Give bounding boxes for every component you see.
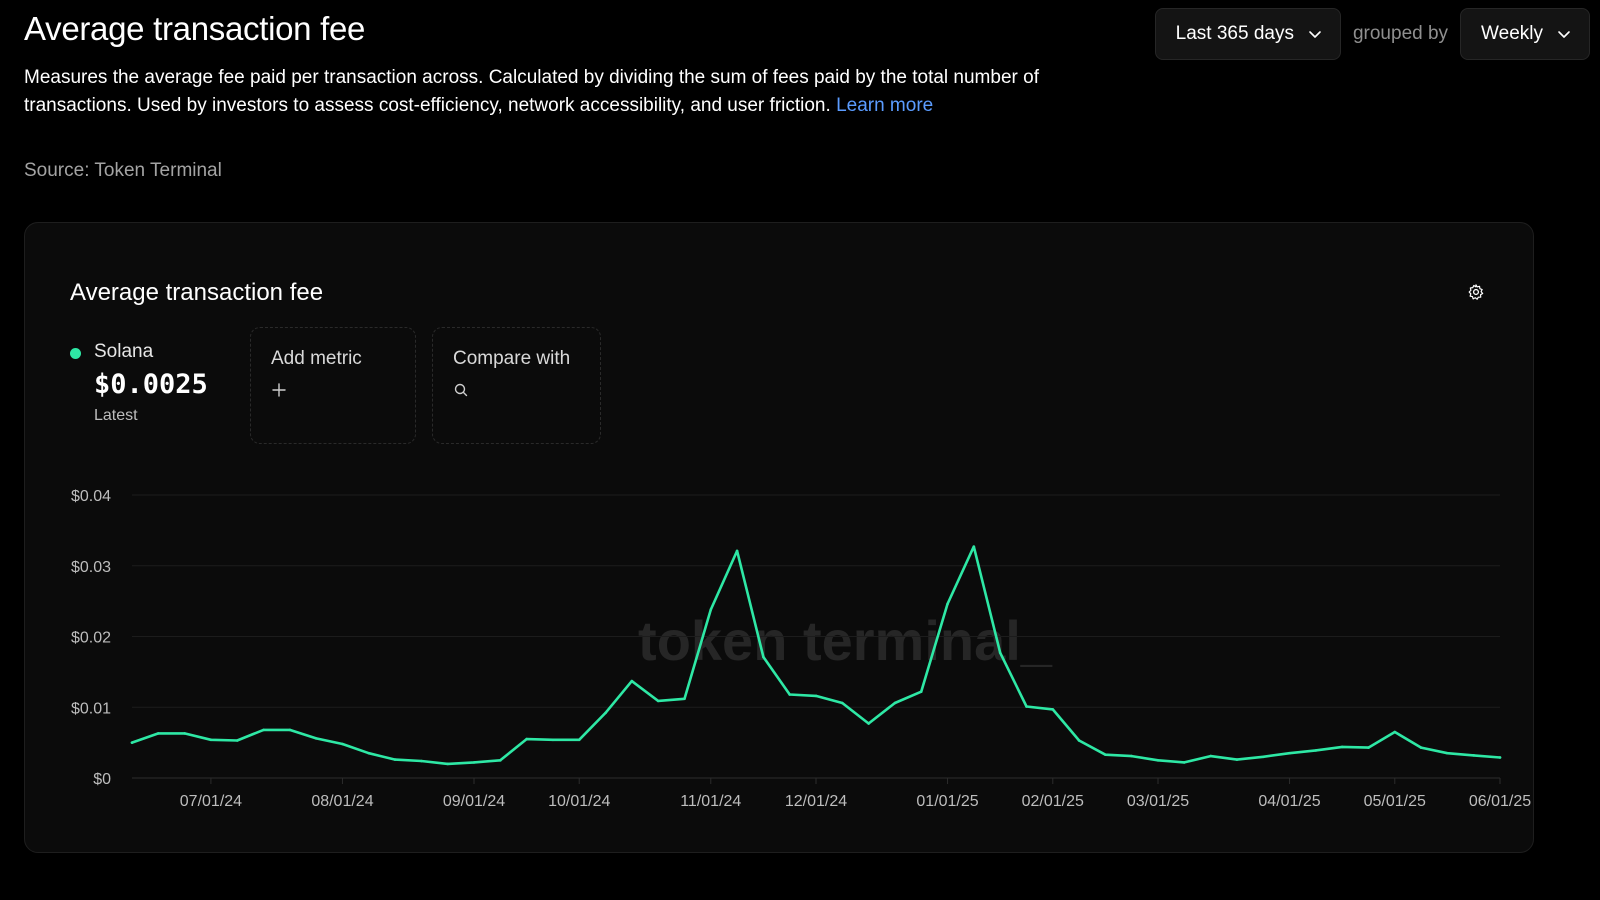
- data-point: [209, 738, 213, 742]
- data-point: [499, 759, 502, 762]
- legend-latest-value: $0.0025: [94, 369, 208, 400]
- data-point: [1419, 746, 1423, 749]
- data-point: [157, 732, 160, 735]
- data-point: [919, 690, 923, 693]
- data-point: [1340, 745, 1344, 749]
- x-tick-label: 06/01/25: [1469, 793, 1531, 810]
- data-point: [841, 701, 844, 705]
- y-tick-label: $0.03: [71, 559, 111, 576]
- data-point: [814, 694, 818, 698]
- y-tick-label: $0: [93, 771, 111, 788]
- data-point: [867, 722, 870, 725]
- series-color-dot: [70, 348, 81, 359]
- x-tick-label: 11/01/24: [680, 793, 741, 810]
- x-tick-label: 03/01/25: [1127, 793, 1189, 810]
- compare-with-button[interactable]: Compare with: [432, 327, 601, 444]
- x-tick-label: 12/01/24: [785, 793, 847, 810]
- compare-with-label: Compare with: [453, 348, 571, 369]
- add-metric-button[interactable]: Add metric: [250, 327, 416, 444]
- data-point: [1288, 751, 1291, 755]
- data-point: [1209, 754, 1212, 758]
- range-dropdown[interactable]: Last 365 days: [1154, 8, 1341, 60]
- interval-dropdown[interactable]: Weekly: [1460, 8, 1590, 60]
- gear-icon: [1468, 284, 1484, 300]
- data-point: [367, 751, 371, 755]
- data-point: [630, 679, 634, 683]
- data-point: [525, 737, 528, 741]
- data-point: [183, 732, 186, 735]
- x-tick-label: 07/01/24: [180, 793, 242, 810]
- add-metric-label: Add metric: [271, 348, 362, 369]
- data-point: [314, 737, 318, 740]
- data-point: [1472, 754, 1475, 757]
- chevron-down-icon: [1309, 31, 1321, 38]
- range-dropdown-label: Last 365 days: [1175, 23, 1294, 44]
- data-point: [972, 545, 976, 548]
- chevron-down-icon: [1558, 31, 1570, 38]
- legend-sublabel: Latest: [94, 407, 138, 424]
- top-controls: Last 365 days grouped by Weekly: [1154, 8, 1590, 60]
- data-point: [1156, 759, 1160, 762]
- interval-dropdown-label: Weekly: [1481, 23, 1543, 44]
- x-tick-label: 04/01/25: [1258, 793, 1320, 810]
- data-point: [472, 761, 476, 764]
- data-point: [1051, 708, 1055, 711]
- learn-more-link[interactable]: Learn more: [836, 95, 934, 116]
- data-point: [262, 728, 265, 732]
- page-title: Average transaction fee: [24, 10, 366, 47]
- data-point: [604, 711, 607, 715]
- data-point: [393, 758, 397, 761]
- data-point: [735, 549, 739, 553]
- description: Measures the average fee paid per transa…: [24, 64, 1064, 120]
- data-point: [130, 741, 134, 744]
- data-point: [1130, 754, 1133, 758]
- data-point: [235, 739, 239, 742]
- x-tick-label: 09/01/24: [443, 793, 505, 810]
- y-tick-label: $0.02: [71, 630, 111, 647]
- data-point: [762, 655, 765, 659]
- data-point: [1498, 756, 1502, 759]
- y-tick-label: $0.01: [71, 700, 111, 717]
- data-point: [1367, 746, 1370, 749]
- x-tick-label: 10/01/24: [548, 793, 610, 810]
- data-point: [1235, 758, 1239, 761]
- plus-icon: [272, 383, 286, 397]
- x-tick-label: 01/01/25: [916, 793, 978, 810]
- data-point: [656, 699, 660, 703]
- data-point: [1261, 755, 1265, 759]
- chart-card: token terminal_ $0 $0.01 $0.02 $0.03 $0.04 07…: [24, 222, 1534, 853]
- data-point: [577, 738, 581, 742]
- data-point: [1077, 739, 1081, 742]
- description-text: Measures the average fee paid per transa…: [24, 67, 1039, 116]
- data-point: [709, 608, 713, 611]
- data-point: [1025, 705, 1028, 708]
- data-point: [893, 701, 897, 705]
- data-point: [946, 602, 949, 606]
- settings-button[interactable]: [1465, 281, 1487, 303]
- data-point: [1314, 749, 1318, 752]
- source-label: Source: Token Terminal: [24, 160, 222, 181]
- x-tick-label: 08/01/24: [311, 793, 373, 810]
- data-point: [1446, 751, 1449, 755]
- chart-title: Average transaction fee: [70, 279, 324, 306]
- data-point: [1104, 753, 1107, 756]
- line-chart: token terminal_ $0$0.01$0.02$0.03$0.0407…: [71, 488, 1531, 810]
- data-point: [420, 759, 423, 763]
- data-point: [788, 693, 791, 696]
- data-point: [341, 742, 344, 746]
- search-icon: [454, 383, 468, 397]
- x-tick-label: 05/01/25: [1364, 793, 1426, 810]
- data-point: [288, 728, 292, 732]
- data-point: [551, 738, 555, 742]
- data-point: [1183, 761, 1186, 764]
- y-tick-label: $0.04: [71, 488, 111, 505]
- data-point: [1393, 730, 1397, 734]
- data-point: [683, 697, 686, 701]
- data-point: [998, 651, 1002, 655]
- grouped-by-label: grouped by: [1352, 23, 1449, 44]
- data-point: [446, 762, 449, 766]
- legend-series-name: Solana: [94, 341, 154, 362]
- x-tick-label: 02/01/25: [1022, 793, 1084, 810]
